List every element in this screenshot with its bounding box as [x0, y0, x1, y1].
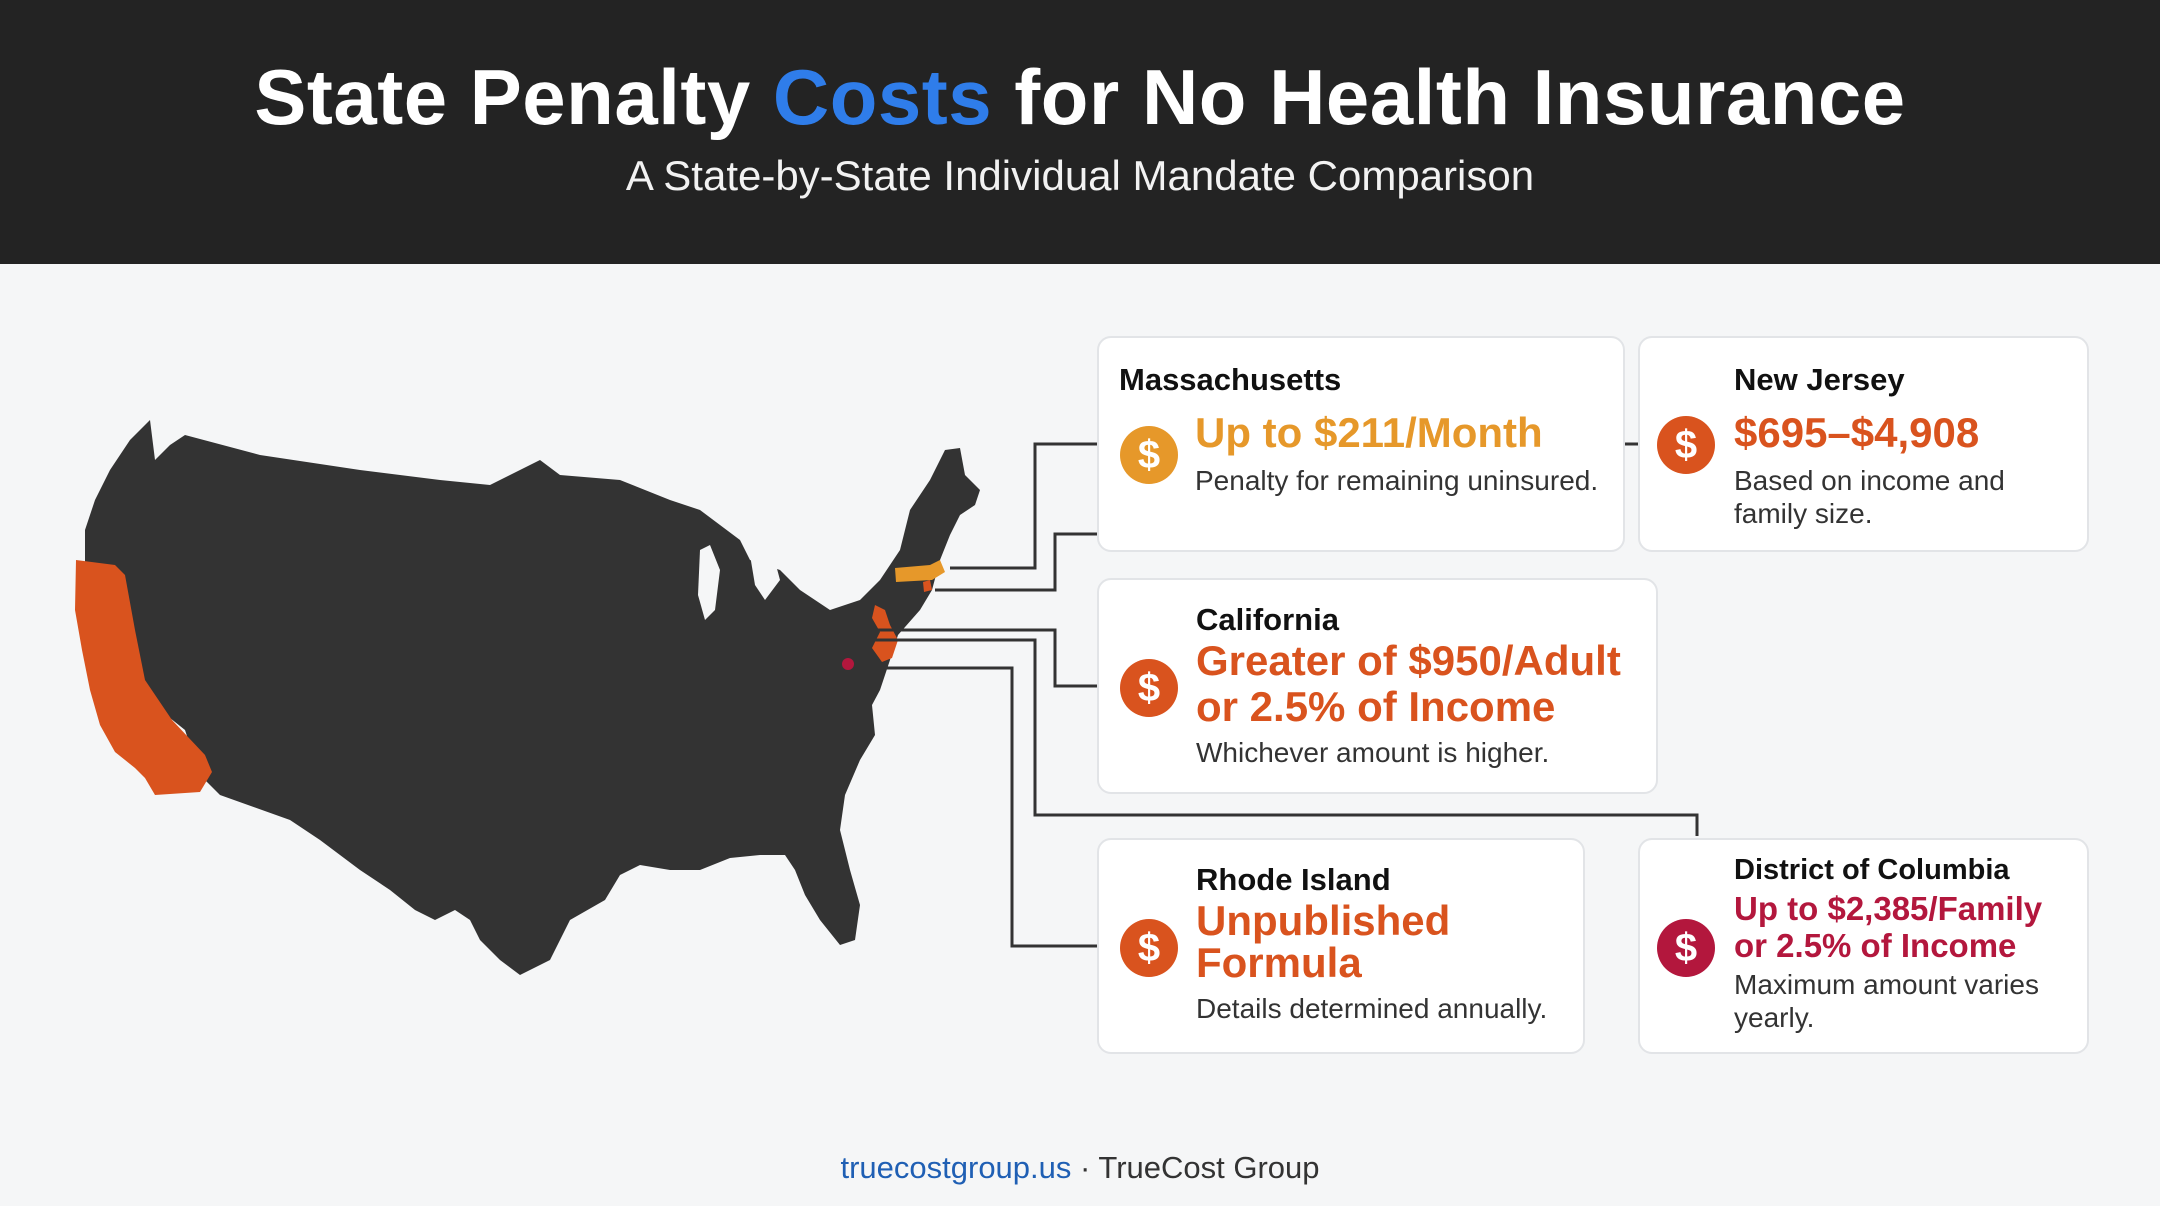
penalty-note-line-2: yearly. — [1734, 1002, 1815, 1033]
state-name: Rhode Island — [1196, 862, 1391, 897]
footer-separator: · — [1071, 1150, 1099, 1185]
connector-massachusetts — [950, 442, 1097, 570]
dollar-coin-icon: $ — [1120, 659, 1178, 717]
penalty-note: Based on income and family size. — [1734, 464, 2005, 530]
dollar-coin-icon: $ — [1657, 416, 1715, 474]
penalty-amount-line-2: or 2.5% of Income — [1196, 683, 1556, 730]
dollar-coin-icon: $ — [1120, 426, 1178, 484]
penalty-amount-line-1: Greater of $950/Adult — [1196, 637, 1621, 684]
penalty-note: Details determined annually. — [1196, 993, 1548, 1024]
page-subtitle: A State-by-State Individual Mandate Comp… — [625, 152, 1535, 199]
dollar-coin-icon: $ — [1657, 919, 1715, 977]
district-of-columbia-marker — [842, 658, 854, 670]
connector-california — [875, 628, 1097, 688]
dollar-coin-icon: $ — [1120, 919, 1178, 977]
us-map-base — [85, 420, 980, 975]
us-map — [75, 420, 980, 975]
state-name: Massachusetts — [1119, 362, 1342, 397]
penalty-amount: Up to $2,385/Family or 2.5% of Income — [1734, 890, 2042, 964]
great-lakes-michigan-cutout — [698, 545, 720, 620]
page-title: State Penalty Costs for No Health Insura… — [0, 52, 2160, 143]
state-name: California — [1196, 602, 1339, 637]
penalty-amount-line-1: Unpublished — [1196, 897, 1451, 944]
state-california — [75, 560, 212, 795]
footer-website-link[interactable]: truecostgroup.us — [840, 1150, 1072, 1185]
penalty-amount-line-2: Formula — [1196, 939, 1362, 986]
footer: truecostgroup.us · TrueCost Group — [0, 1150, 2160, 1186]
card-rhode-island: Rhode Island $ Unpublished Formula Detai… — [1097, 838, 1585, 1054]
state-name: New Jersey — [1734, 362, 1905, 397]
penalty-note-line-1: Based on income and — [1734, 465, 2005, 496]
card-massachusetts: Massachusetts $ Up to $211/Month Penalty… — [1097, 336, 1625, 552]
penalty-amount: $695–$4,908 — [1734, 409, 1980, 456]
penalty-note: Whichever amount is higher. — [1196, 737, 1550, 768]
penalty-note: Penalty for remaining uninsured. — [1195, 465, 1599, 496]
card-new-jersey: New Jersey $ $695–$4,908 Based on income… — [1638, 336, 2089, 552]
connector-rhode-island — [875, 666, 1097, 948]
state-new-jersey — [872, 605, 898, 662]
penalty-note-line-2: family size. — [1734, 498, 1873, 529]
penalty-amount-line-1: Up to $2,385/Family — [1734, 890, 2043, 927]
great-lakes-huron-cutout — [750, 550, 780, 600]
footer-company-name: TrueCost Group — [1098, 1150, 1320, 1185]
title-accent-word: Costs — [772, 53, 993, 141]
card-california: California $ Greater of $950/Adult or 2.… — [1097, 578, 1658, 794]
penalty-amount-line-2: or 2.5% of Income — [1734, 927, 2017, 964]
header-banner: State Penalty Costs for No Health Insura… — [0, 0, 2160, 264]
penalty-amount: Unpublished Formula — [1196, 900, 1450, 984]
connector-district-of-columbia — [875, 638, 1699, 836]
state-name: District of Columbia — [1734, 854, 2010, 886]
state-rhode-island — [923, 580, 932, 592]
penalty-amount: Greater of $950/Adult or 2.5% of Income — [1196, 638, 1621, 730]
title-part-1: State Penalty — [254, 53, 773, 141]
penalty-note-line-1: Maximum amount varies — [1734, 969, 2039, 1000]
penalty-note: Maximum amount varies yearly. — [1734, 968, 2039, 1034]
penalty-amount: Up to $211/Month — [1195, 409, 1543, 456]
state-massachusetts — [895, 560, 945, 582]
card-district-of-columbia: District of Columbia $ Up to $2,385/Fami… — [1638, 838, 2089, 1054]
title-part-2: for No Health Insurance — [992, 53, 1906, 141]
